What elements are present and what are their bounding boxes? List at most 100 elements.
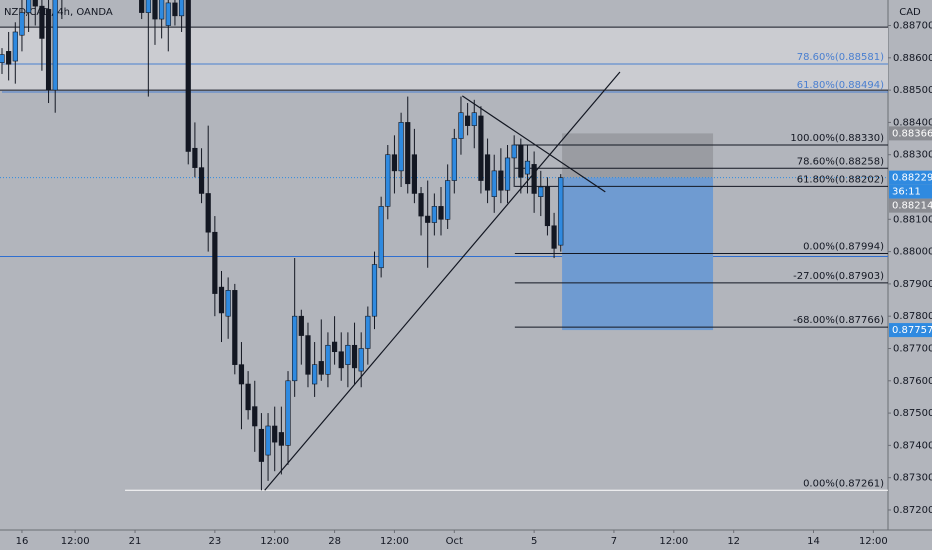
x-tick-label: 5 <box>531 536 537 547</box>
candle-body <box>258 428 265 462</box>
chart-title: NZD/CAD, 4h, OANDA <box>4 7 113 18</box>
candle-body <box>159 0 165 20</box>
price-label-box <box>889 323 932 338</box>
candle-body <box>152 0 158 20</box>
candle-body <box>504 157 511 191</box>
fib-label: 0.00%(0.87261) <box>803 478 884 489</box>
candle-body <box>438 206 444 220</box>
axes: 0.88700 0.88600 0.88500 0.88400 0.88300 0.881… <box>16 21 932 547</box>
x-tick-label: 12:00 <box>380 536 409 547</box>
candle-body <box>245 383 251 411</box>
candle-body <box>212 231 218 294</box>
price-axis-panel <box>888 0 932 550</box>
candle-body <box>305 335 311 375</box>
currency: CAD <box>899 7 921 18</box>
candle-body <box>544 186 551 227</box>
x-tick-label: 21 <box>129 536 142 547</box>
candle-body <box>26 0 32 13</box>
candle-body <box>225 290 231 317</box>
y-tick-label: 0.88600 <box>893 53 932 64</box>
candle-body <box>418 193 424 217</box>
candle-body <box>218 286 225 314</box>
candle-body <box>139 0 145 13</box>
y-tick-label: 0.88400 <box>893 117 932 128</box>
candle-body <box>0 54 5 63</box>
candle-body <box>385 154 391 207</box>
candle-body <box>405 122 411 185</box>
candle-body <box>511 144 517 159</box>
candle-body <box>471 112 477 126</box>
candle-body <box>185 0 191 152</box>
countdown: 36:11 <box>892 187 921 198</box>
x-tick-label: 28 <box>328 536 341 547</box>
y-tick-label: 0.87300 <box>893 473 932 484</box>
candle-body <box>265 425 271 456</box>
x-tick-label: 12:00 <box>61 536 90 547</box>
x-tick-label: 12:00 <box>659 536 688 547</box>
y-tick-label: 0.88500 <box>893 85 932 96</box>
fib-label: 0.00%(0.87994) <box>803 242 884 253</box>
candle-body <box>205 193 211 233</box>
price-label-box <box>889 126 932 141</box>
drawings <box>0 26 888 491</box>
candles <box>0 0 564 491</box>
candle-body <box>524 160 531 175</box>
x-tick-label: 12:00 <box>260 536 289 547</box>
candle-body <box>285 380 291 446</box>
candle-body <box>232 290 238 365</box>
candle-body <box>278 432 284 446</box>
candle-body <box>145 0 151 13</box>
fib-label: -68.00%(0.87766) <box>793 315 884 326</box>
fib-label: 78.60%(0.88258) <box>797 156 884 167</box>
candle-body <box>398 122 404 172</box>
overlays: 78.60%(0.88581) 61.80%(0.88494) 100.00%(0.… <box>264 52 884 491</box>
fib-label: 61.80%(0.88494) <box>797 80 884 91</box>
candle-body <box>538 186 544 197</box>
candle-body <box>518 144 524 178</box>
candle-body <box>411 154 418 194</box>
candle-body <box>458 112 464 139</box>
candle-body <box>238 364 245 385</box>
price-label: 0.88229 <box>892 173 932 184</box>
candle-body <box>331 341 338 353</box>
countdown-box <box>889 184 932 199</box>
candle-body <box>491 170 497 197</box>
candle-body <box>6 51 12 65</box>
fib-label: 61.80%(0.88202) <box>797 174 884 185</box>
x-tick-label: 12:00 <box>859 536 888 547</box>
candle-body <box>318 361 324 375</box>
candle-body <box>45 9 52 91</box>
y-tick-label: 0.87400 <box>893 440 932 451</box>
candle-body <box>478 115 484 181</box>
y-tick-label: 0.87500 <box>893 408 932 419</box>
candle-body <box>192 147 198 168</box>
x-tick-label: 23 <box>208 536 221 547</box>
x-tick-label: 12 <box>727 536 740 547</box>
y-tick-label: 0.87800 <box>893 311 932 322</box>
fib-label: 78.60%(0.88581) <box>797 52 884 63</box>
stop-zone <box>562 133 714 178</box>
y-tick-label: 0.87900 <box>893 279 932 290</box>
x-tick-label: 7 <box>611 536 617 547</box>
fib-label: -27.00%(0.87903) <box>793 271 884 282</box>
candle-body <box>351 344 358 369</box>
candle-body <box>378 206 384 269</box>
x-tick-label: 14 <box>807 536 820 547</box>
candle-body <box>32 0 38 7</box>
y-tick-label: 0.88000 <box>893 247 932 258</box>
y-tick-label: 0.87200 <box>893 505 932 516</box>
price-label-box <box>889 170 932 185</box>
candle-body <box>178 0 185 17</box>
candle-body <box>252 406 258 427</box>
x-tick-label: 16 <box>16 536 29 547</box>
candle-body <box>165 2 171 26</box>
candle-body <box>272 425 278 443</box>
price-label-box <box>889 198 932 213</box>
candle-body <box>425 215 431 223</box>
candle-body <box>465 115 471 126</box>
x-tick-label: Oct <box>446 536 463 547</box>
candle-body <box>451 138 457 181</box>
price-label: 0.88366 <box>892 128 932 139</box>
y-tick-label: 0.87700 <box>893 343 932 354</box>
